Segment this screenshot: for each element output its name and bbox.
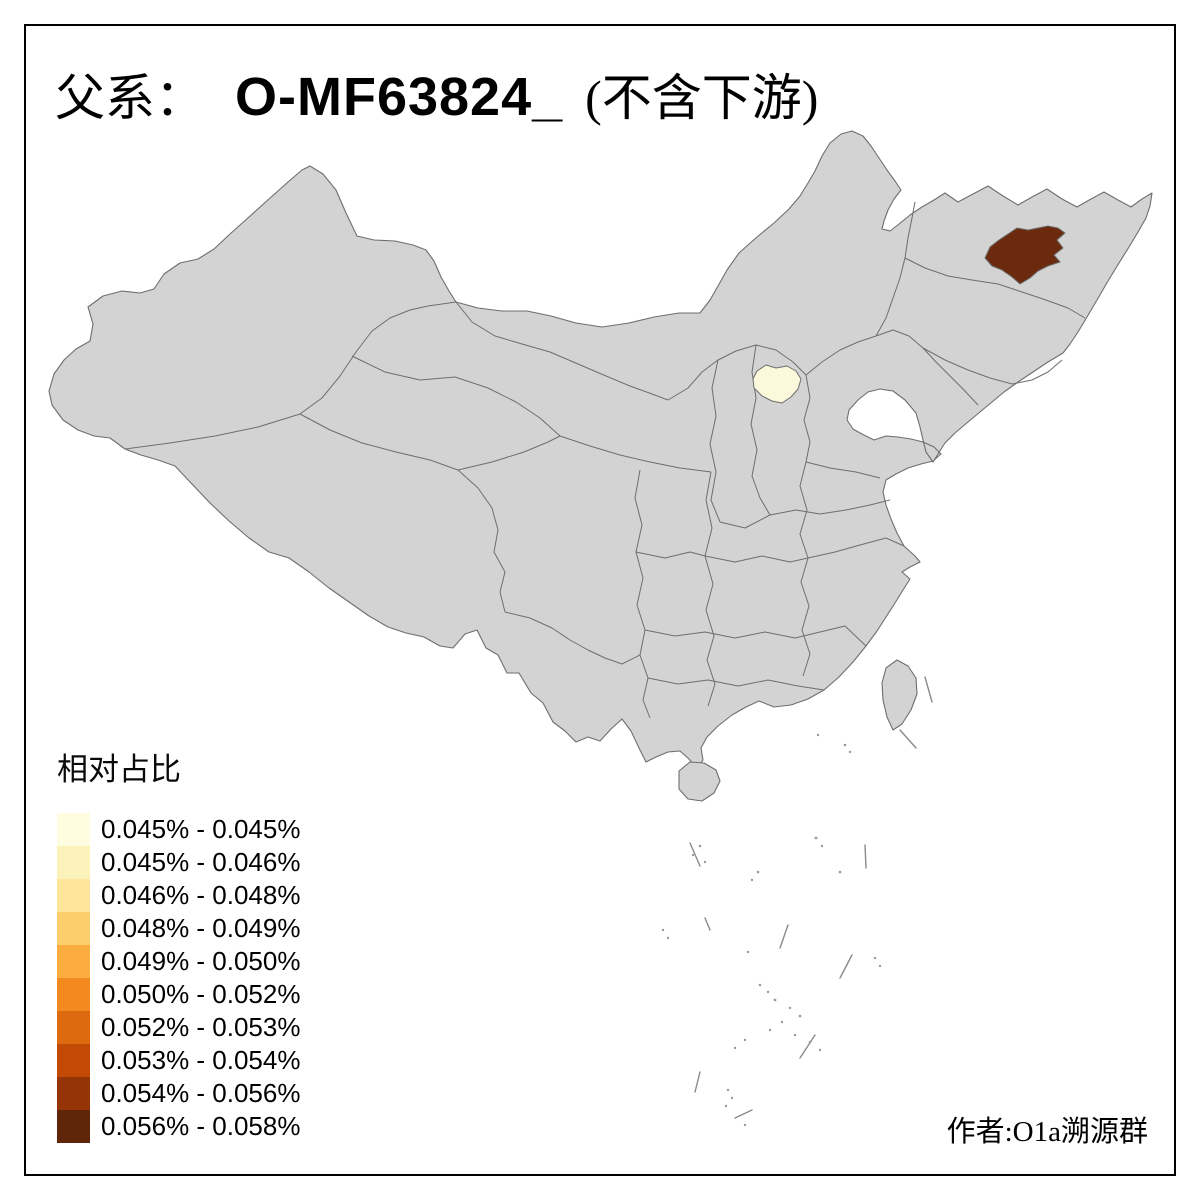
legend-swatch [57,813,90,846]
legend-range-label: 0.050% - 0.052% [101,979,301,1009]
legend-range-label: 0.052% - 0.053% [101,1012,301,1042]
legend-item: 0.053% - 0.054% [57,1044,300,1077]
title-haplogroup-code: O-MF63824_ [235,67,564,127]
legend-rows: 0.045% - 0.045% 0.045% - 0.046% 0.046% - 0… [57,813,300,1143]
legend-range-label: 0.053% - 0.054% [101,1045,301,1075]
author-credit: 作者:O1a溯源群 [946,1116,1148,1148]
map-title: 父系： O-MF63824_ (不含下游) [55,58,818,130]
title-suffix: (不含下游) [585,70,819,126]
legend-item: 0.045% - 0.046% [57,846,300,879]
legend: 相对占比 0.045% - 0.045% 0.045% - 0.046% 0.046… [57,744,300,1143]
legend-swatch [57,978,90,1011]
taiwan-island [881,659,918,731]
legend-range-label: 0.046% - 0.048% [101,880,301,910]
legend-range-label: 0.054% - 0.056% [101,1078,301,1108]
legend-item: 0.050% - 0.052% [57,978,300,1011]
legend-swatch [57,1110,90,1143]
region-beijing [752,364,802,404]
legend-swatch [57,912,90,945]
legend-range-label: 0.048% - 0.049% [101,913,301,943]
legend-item: 0.046% - 0.048% [57,879,300,912]
plot-frame [24,24,1176,1176]
legend-swatch [57,1011,90,1044]
legend-range-label: 0.056% - 0.058% [101,1111,301,1141]
south-china-sea-islands [661,676,933,1127]
legend-item: 0.052% - 0.053% [57,1011,300,1044]
region-northeast-harbin [984,225,1066,285]
legend-range-label: 0.045% - 0.046% [101,847,301,877]
legend-swatch [57,1044,90,1077]
legend-swatch [57,945,90,978]
legend-item: 0.054% - 0.056% [57,1077,300,1110]
legend-swatch [57,1077,90,1110]
province-borders [124,201,1086,719]
legend-item: 0.056% - 0.058% [57,1110,300,1143]
hainan-island [678,761,721,802]
legend-range-label: 0.045% - 0.045% [101,814,301,844]
china-mainland-outline [48,130,1153,770]
legend-title: 相对占比 [57,752,181,787]
legend-swatch [57,879,90,912]
legend-item: 0.045% - 0.045% [57,813,300,846]
legend-swatch [57,846,90,879]
legend-item: 0.048% - 0.049% [57,912,300,945]
legend-item: 0.049% - 0.050% [57,945,300,978]
title-lineage-label: 父系： [55,70,205,126]
china-choropleth-map [48,130,1153,1127]
legend-range-label: 0.049% - 0.050% [101,946,301,976]
